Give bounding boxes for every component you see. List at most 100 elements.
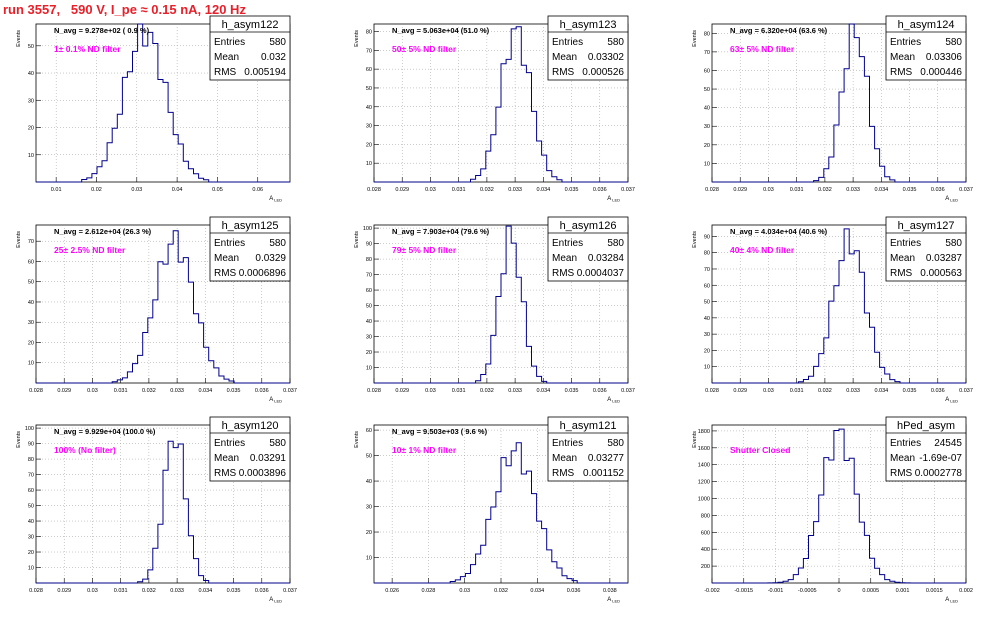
x-tick-label: 0.028 (29, 388, 43, 394)
chart-h_asym125: 0.028 0.029 0.03 0.031 0.032 0.033 0.034 0.035 0… (16, 216, 297, 404)
stat-value: 580 (607, 238, 624, 249)
stats-box (209, 216, 291, 282)
stat-label: Entries (214, 238, 245, 249)
chart-h_asym120: 0.028 0.029 0.03 0.031 0.032 0.033 0.034 0.035 0… (16, 416, 297, 604)
stat-label: Mean (890, 253, 915, 264)
stat-label: Mean (890, 453, 915, 464)
stat-value: 0.03277 (588, 453, 625, 464)
y-tick-label: 1600 (698, 446, 710, 452)
x-tick-label: 0 (837, 588, 840, 594)
x-tick-label: 0.031 (114, 588, 128, 594)
x-tick-label: 0.001 (896, 588, 910, 594)
stat-value: 0.000563 (920, 268, 962, 279)
y-axis-title: Events (354, 231, 360, 248)
navg-label: N_avg = 9.929e+04 (100.0 %) (54, 427, 156, 436)
stat-value: 0.000446 (920, 67, 962, 78)
y-tick-label: 200 (701, 564, 710, 570)
stat-value: 0.03291 (250, 453, 287, 464)
stat-value: 580 (607, 37, 624, 48)
x-tick-label: 0.01 (51, 187, 62, 193)
histogram-line (36, 230, 290, 384)
stat-label: Mean (214, 453, 239, 464)
x-tick-label: 0.032 (480, 388, 494, 394)
navg-label: N_avg = 5.063e+04 (51.0 %) (392, 26, 490, 35)
y-axis-title: Events (16, 30, 22, 47)
y-tick-label: 60 (28, 259, 34, 265)
x-axis-title: ALED (945, 397, 958, 404)
filter-annotation: 79± 5% ND filter (392, 245, 457, 255)
stat-label: RMS (890, 67, 913, 78)
y-tick-label: 20 (28, 126, 34, 132)
stats-box (885, 216, 967, 282)
y-tick-label: 80 (366, 30, 372, 36)
y-tick-label: 50 (28, 504, 34, 510)
stats-box (885, 15, 967, 81)
x-tick-label: 0.033 (508, 388, 522, 394)
hist-name: h_asym126 (560, 220, 617, 232)
y-tick-label: 90 (28, 442, 34, 448)
x-tick-label: 0.03 (87, 588, 98, 594)
x-tick-label: 0.036 (931, 388, 945, 394)
y-tick-label: 70 (704, 50, 710, 56)
x-tick-label: 0.035 (227, 388, 241, 394)
y-tick-label: 100 (25, 426, 34, 432)
y-tick-label: 90 (704, 234, 710, 240)
stat-value: 0.0003896 (239, 468, 287, 479)
y-tick-label: 600 (701, 530, 710, 536)
y-axis-title: Events (692, 431, 698, 448)
y-tick-label: 20 (366, 142, 372, 148)
x-axis-title: ALED (607, 196, 620, 203)
y-tick-label: 30 (366, 124, 372, 130)
filter-annotation: 40± 4% ND filter (730, 245, 795, 255)
y-tick-label: 60 (366, 67, 372, 73)
hist-name: h_asym120 (222, 420, 279, 432)
x-tick-label: 0.036 (255, 588, 269, 594)
x-tick-label: 0.029 (733, 187, 747, 193)
x-tick-label: 0.031 (790, 187, 804, 193)
x-tick-label: 0.002 (959, 588, 973, 594)
stats-box (209, 416, 291, 482)
stats-box (209, 15, 291, 81)
x-tick-label: 0.05 (212, 187, 223, 193)
stat-label: Mean (552, 253, 577, 264)
stat-value: 580 (607, 438, 624, 449)
stat-label: RMS (214, 268, 237, 279)
y-tick-label: 30 (704, 124, 710, 130)
y-tick-label: 10 (366, 366, 372, 372)
stat-label: RMS (890, 468, 913, 479)
x-tick-label: 0.034 (874, 187, 888, 193)
x-tick-label: -0.0015 (734, 588, 753, 594)
x-tick-label: 0.026 (385, 588, 399, 594)
y-tick-label: 50 (28, 280, 34, 286)
x-tick-label: 0.034 (198, 388, 212, 394)
x-axis-title: ALED (269, 597, 282, 604)
y-axis-title: Events (16, 231, 22, 248)
x-tick-label: 0.06 (252, 187, 263, 193)
y-tick-label: 30 (28, 98, 34, 104)
y-tick-label: 50 (704, 300, 710, 306)
y-tick-label: 50 (366, 304, 372, 310)
stat-label: Mean (214, 253, 239, 264)
histogram-line (36, 440, 290, 584)
y-tick-label: 50 (704, 87, 710, 93)
y-tick-label: 40 (366, 319, 372, 325)
y-axis-title: Events (354, 30, 360, 47)
x-tick-label: 0.031 (452, 388, 466, 394)
y-tick-label: 1200 (698, 480, 710, 486)
histogram-line (374, 26, 628, 183)
filter-annotation: 63± 5% ND filter (730, 44, 795, 54)
hist-name: h_asym125 (222, 220, 279, 232)
stat-label: RMS (890, 268, 913, 279)
x-tick-label: -0.001 (768, 588, 784, 594)
chart-h_asym122: 0.01 0.02 0.03 0.04 0.05 0.06 10 20 30 40 50 Events… (16, 15, 291, 203)
histogram-line (712, 23, 966, 183)
y-tick-label: 70 (366, 48, 372, 54)
x-tick-label: 0.032 (142, 388, 156, 394)
y-tick-label: 80 (366, 257, 372, 263)
x-tick-label: 0.036 (931, 187, 945, 193)
navg-label: N_avg = 2.612e+04 (26.3 %) (54, 227, 152, 236)
y-tick-label: 70 (704, 267, 710, 273)
x-tick-label: 0.033 (846, 388, 860, 394)
x-tick-label: 0.032 (818, 388, 832, 394)
hist-name: h_asym127 (898, 220, 955, 232)
